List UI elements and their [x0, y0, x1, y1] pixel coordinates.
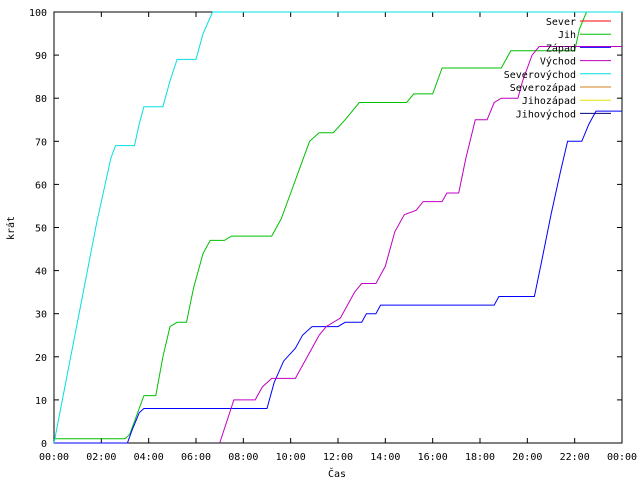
y-tick-label: 10: [35, 396, 47, 407]
legend-label: Jihovýchod: [516, 108, 576, 120]
y-tick-label: 90: [35, 51, 47, 62]
y-tick-label: 40: [35, 267, 47, 278]
x-tick-label: 20:00: [512, 452, 542, 463]
y-tick-label: 70: [35, 137, 47, 148]
y-tick-label: 100: [29, 8, 47, 19]
series-layer: [53, 11, 622, 444]
x-tick-label: 10:00: [276, 452, 306, 463]
legend-label: Západ: [546, 42, 576, 54]
y-tick-label: 80: [35, 94, 47, 105]
legend-label: Východ: [540, 56, 576, 68]
legend-label: Jihozápad: [522, 95, 576, 107]
y-tick-label: 60: [35, 180, 47, 191]
legend-label: Jih: [558, 30, 576, 41]
x-tick-label: 00:00: [607, 452, 637, 463]
y-axis-label: krát: [5, 216, 17, 240]
y-tick-label: 20: [35, 353, 47, 364]
x-tick-label: 00:00: [39, 452, 69, 463]
x-tick-label: 14:00: [370, 452, 400, 463]
x-tick-label: 12:00: [323, 452, 353, 463]
legend-label: Severovýchod: [504, 69, 576, 81]
x-tick-label: 08:00: [228, 452, 258, 463]
x-tick-label: 18:00: [465, 452, 495, 463]
legend-label: Sever: [546, 17, 576, 28]
series-line-3: [54, 110, 622, 444]
series-line-2: [54, 11, 622, 440]
x-tick-label: 04:00: [134, 452, 164, 463]
series-line-4: [219, 46, 622, 444]
x-axis-label: Čas: [328, 467, 346, 480]
x-tick-label: 22:00: [560, 452, 590, 463]
y-tick-label: 0: [41, 439, 47, 450]
x-tick-label: 02:00: [86, 452, 116, 463]
y-tick-label: 50: [35, 224, 47, 235]
axes: 0 10 20 30 40 50 60 70 80 90 100 00:00 02:00 04:00 06:…: [29, 8, 637, 463]
x-tick-label: 06:00: [181, 452, 211, 463]
series-line-5: [53, 11, 622, 444]
y-tick-label: 30: [35, 310, 47, 321]
legend-label: Severozápad: [510, 82, 576, 94]
x-tick-label: 16:00: [418, 452, 448, 463]
